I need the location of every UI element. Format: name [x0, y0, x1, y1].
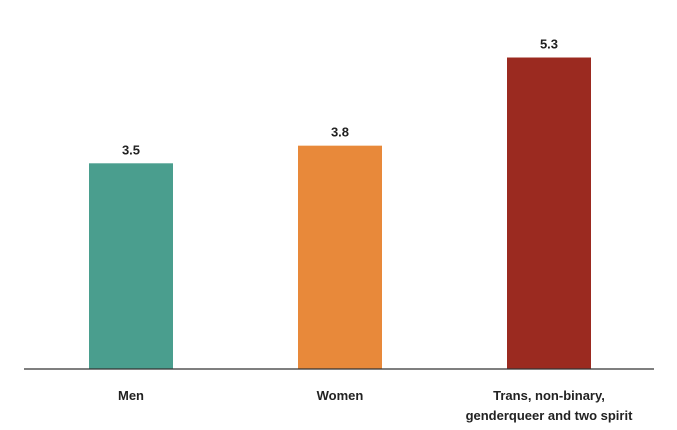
bar-1	[298, 145, 382, 369]
value-label-0: 3.5	[122, 142, 140, 157]
value-labels-layer: 3.5 3.8 5.3	[122, 37, 558, 158]
category-label-2-line-0: Trans, non-binary,	[493, 388, 605, 403]
value-label-1: 3.8	[331, 125, 349, 140]
category-label-0: Men	[118, 388, 144, 403]
category-label-1: Women	[317, 388, 364, 403]
category-labels-layer: Men Women Trans, non-binary, genderqueer an…	[118, 388, 633, 423]
category-label-2-line-1: genderqueer and two spirit	[466, 408, 634, 423]
value-label-2: 5.3	[540, 37, 558, 52]
bars-layer	[89, 57, 591, 369]
bar-0	[89, 163, 173, 369]
bar-2	[507, 57, 591, 369]
